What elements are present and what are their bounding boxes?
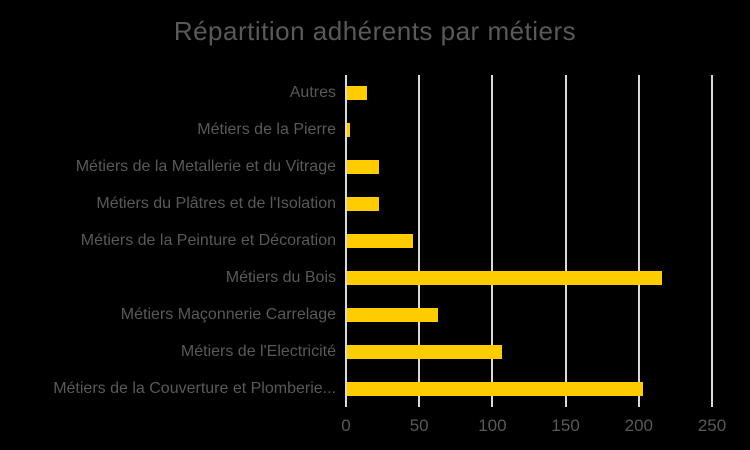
category-label: Autres [289, 84, 336, 102]
gridline [711, 75, 713, 407]
category-label: Métiers du Bois [225, 268, 336, 286]
category-label: Métiers de la Pierre [197, 121, 336, 139]
bar [347, 381, 643, 396]
bar [347, 307, 438, 322]
bar [347, 270, 662, 285]
gridline [418, 75, 421, 407]
category-label: Métiers Maçonnerie Carrelage [120, 305, 336, 323]
bar [347, 344, 503, 359]
x-tick-label: 100 [478, 416, 507, 435]
bar [347, 160, 380, 175]
bar [347, 197, 380, 212]
gridline [491, 75, 494, 407]
category-label: Métiers du Plâtres et de l'Isolation [96, 195, 336, 213]
x-tick-label: 150 [551, 416, 580, 435]
x-tick-label: 250 [697, 416, 727, 435]
bar [347, 86, 368, 101]
x-tick-label: 50 [409, 416, 429, 435]
gridline [564, 75, 567, 407]
gridline [637, 75, 640, 407]
gridline [345, 75, 347, 407]
category-label: Métiers de l'Electricité [180, 342, 336, 360]
x-tick-label: 0 [341, 416, 351, 435]
category-label: Métiers de la Peinture et Décoration [80, 232, 336, 249]
category-label: Métiers de la Metallerie et du Vitrage [75, 158, 336, 176]
bar [347, 234, 413, 248]
chart-title: Répartition adhérents par métiers [173, 16, 577, 46]
category-label: Métiers de la Couverture et Plomberie... [53, 379, 336, 397]
bar [347, 123, 350, 138]
x-tick-label: 200 [624, 416, 653, 435]
